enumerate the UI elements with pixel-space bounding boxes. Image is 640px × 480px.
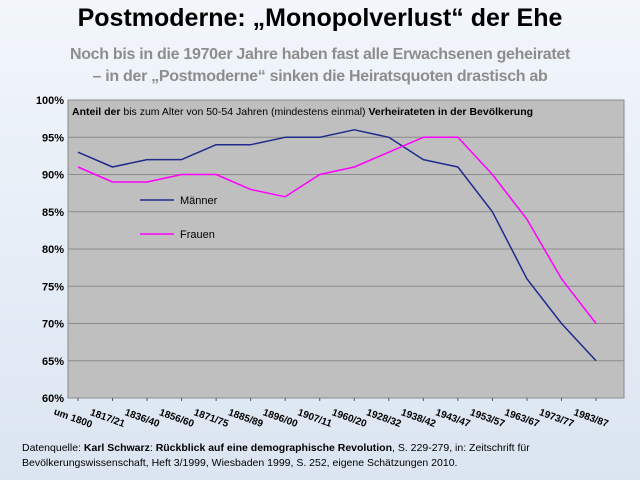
source-note: Datenquelle: Karl Schwarz: Rückblick auf… [22,441,622,471]
x-tick-label: 1817/21 [89,407,127,430]
gridlines [68,99,624,399]
legend-label: Frauen [180,229,215,241]
x-tick-label: 1856/60 [158,407,196,430]
legend: Männer Frauen [140,195,218,241]
y-tick-label: 100% [36,95,64,107]
y-tick-label: 90% [42,170,64,182]
y-tick-label: 60% [42,393,64,405]
inner-title-plain: bis zum Alter von 50-54 Jahren (mindeste… [120,106,368,118]
x-tick-label: um 1800 [52,407,94,431]
inner-title-bold-2: Verheirateten in der Bevölkerung [368,106,533,118]
slide-title: Postmoderne: „Monopolverlust“ der Ehe [77,4,563,32]
y-tick-label: 75% [42,281,64,293]
x-tick-label: 1871/75 [192,407,230,430]
subtitle-line-1: Noch bis in die 1970er Jahre haben fast … [69,46,571,63]
source-work: Rückblick auf eine demographische Revolu… [155,442,392,454]
x-tick-label: 1983/87 [572,407,610,430]
subtitle-line-2: – in der „Postmoderne“ sinken die Heirat… [92,68,548,85]
source-prefix: Datenquelle: [22,442,84,454]
chart-inner-title: Anteil der bis zum Alter von 50-54 Jahre… [72,106,533,118]
source-author: Karl Schwarz [83,442,150,454]
legend-label: Männer [180,195,218,207]
series-line-männer [77,129,597,362]
y-tick-label: 85% [42,207,64,219]
x-tick-label: 1896/00 [261,407,299,430]
x-tick-label: 1928/32 [365,407,403,430]
source-sep: : [149,442,156,454]
series-line-frauen [77,136,597,324]
x-tick-label: 1943/47 [434,407,472,430]
x-tick-label: 1963/67 [503,407,541,430]
x-tick-label: 1907/11 [296,407,334,430]
x-tick-label: 1960/20 [330,407,368,430]
inner-title-bold-1: Anteil der [72,106,120,118]
y-tick-label: 80% [42,244,64,256]
y-tick-label: 70% [42,319,64,331]
x-tick-label: 1836/40 [123,407,161,430]
y-tick-label: 95% [42,132,64,144]
line-chart: 60% 65% 70% 75% 80% 85% 90% 95% 100% um 18001817… [36,95,625,431]
x-tick-label: 1885/89 [227,407,265,430]
x-tick-label: 1973/77 [537,407,575,430]
source-rest: , S. 229-279, in: Zeitschrift für Bevölk… [22,442,530,469]
x-axis-ticks: um 18001817/211836/401856/601871/751885/… [52,398,610,431]
x-tick-label: 1938/42 [399,407,437,430]
y-tick-label: 65% [42,356,64,368]
x-tick-label: 1953/57 [468,407,506,430]
series-lines [77,129,597,362]
y-axis-ticks: 60% 65% 70% 75% 80% 85% 90% 95% 100% [36,95,64,405]
